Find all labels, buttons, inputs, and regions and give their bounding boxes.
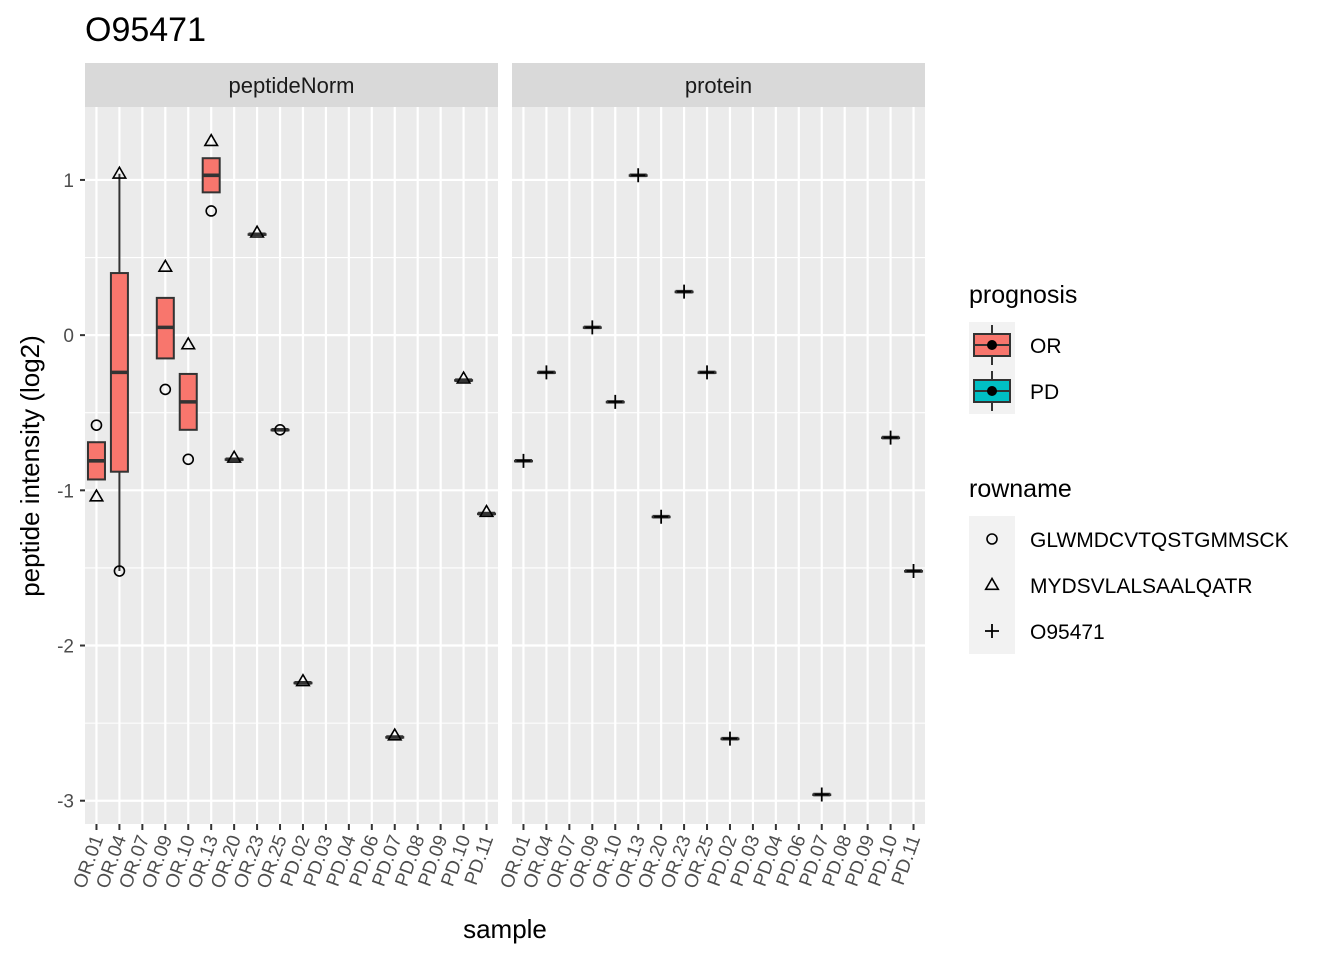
point-OR.13 <box>631 168 646 183</box>
y-tick-label: -3 <box>57 792 74 813</box>
legend-key-bg <box>969 562 1015 608</box>
x-axis-title: sample <box>463 914 547 944</box>
point-PD.10 <box>883 430 898 445</box>
point-OR.13 <box>203 133 219 147</box>
facet-panel-protein: protein <box>512 63 925 824</box>
legend-label: GLWMDCVTQSTGMMSCK <box>1030 529 1289 552</box>
legend-key-circle <box>986 533 998 545</box>
point-OR.23 <box>677 284 692 299</box>
point-PD.11 <box>906 564 921 579</box>
point-OR.10 <box>180 336 196 350</box>
point-OR.01 <box>516 453 531 468</box>
point-OR.25 <box>700 365 715 380</box>
y-axis: -3 -2 -1 0 1 <box>57 171 85 813</box>
legend-label: MYDSVLALSAALQATR <box>1030 575 1253 598</box>
y-tick-label: -1 <box>57 481 74 502</box>
legend-key-point <box>987 386 997 396</box>
y-tick-label: 0 <box>63 326 74 347</box>
box-OR.13 <box>201 157 221 194</box>
legend-key-point <box>987 340 997 350</box>
legend: prognosis OR PD rowname GLWMDCVTQSTGMMSCK MYD… <box>969 281 1289 654</box>
y-tick-label: -2 <box>57 637 74 658</box>
point-OR.01 <box>88 488 105 502</box>
point-OR.20 <box>654 509 669 524</box>
point-OR.13 <box>205 205 217 217</box>
point-OR.09 <box>157 258 173 272</box>
box-PD.07 <box>385 735 405 739</box>
chart-title: O95471 <box>85 11 206 49</box>
point-PD.11 <box>478 503 495 518</box>
box-OR.01 <box>86 441 106 481</box>
point-PD.02 <box>722 731 737 746</box>
legend-key-triangle <box>984 576 1000 591</box>
point-OR.09 <box>585 320 600 335</box>
point-OR.10 <box>608 394 623 409</box>
point-OR.04 <box>111 165 128 179</box>
legend-key-bg <box>969 516 1015 562</box>
point-PD.02 <box>295 673 311 687</box>
facet-strip-label-peptideNorm: peptideNorm <box>229 73 355 98</box>
legend-title-prognosis: prognosis <box>969 281 1077 309</box>
point-OR.25 <box>274 424 286 436</box>
point-OR.09 <box>159 383 172 396</box>
box-PD.02 <box>293 680 313 685</box>
box-PD.10 <box>454 378 474 382</box>
point-OR.04 <box>113 565 126 577</box>
legend-title-rowname: rowname <box>969 475 1072 503</box>
facet-strip-peptideNorm <box>85 63 498 107</box>
y-axis-title: peptide intensity (log2) <box>15 335 45 597</box>
point-OR.01 <box>90 419 103 431</box>
x-axis: OR.01OR.04OR.07OR.09OR.10OR.13OR.20OR.23… <box>70 824 925 891</box>
plot-panel-peptideNorm <box>85 107 498 824</box>
point-OR.20 <box>226 449 242 463</box>
plot-panel-protein <box>512 107 925 824</box>
point-OR.23 <box>249 224 265 238</box>
y-tick-label: 1 <box>63 171 74 192</box>
legend-label: OR <box>1030 335 1062 358</box>
facet-strip-label-protein: protein <box>685 73 752 98</box>
facet-strip-protein <box>512 63 925 107</box>
facet-panel-peptideNorm: peptideNorm <box>85 63 498 824</box>
box-OR.09 <box>155 296 175 360</box>
box-OR.23 <box>247 232 267 237</box>
point-PD.07 <box>387 727 403 741</box>
box-OR.10 <box>178 372 198 431</box>
point-OR.10 <box>182 453 195 466</box>
box-OR.25 <box>270 428 290 432</box>
legend-label: PD <box>1030 381 1059 404</box>
point-PD.07 <box>814 787 829 802</box>
point-OR.04 <box>539 365 554 380</box>
box-OR.20 <box>224 457 244 462</box>
legend-label: O95471 <box>1030 621 1105 644</box>
box-PD.11 <box>477 511 497 516</box>
point-PD.10 <box>455 370 472 384</box>
legend-key-plus <box>985 624 999 638</box>
box-OR.04 <box>109 173 129 572</box>
